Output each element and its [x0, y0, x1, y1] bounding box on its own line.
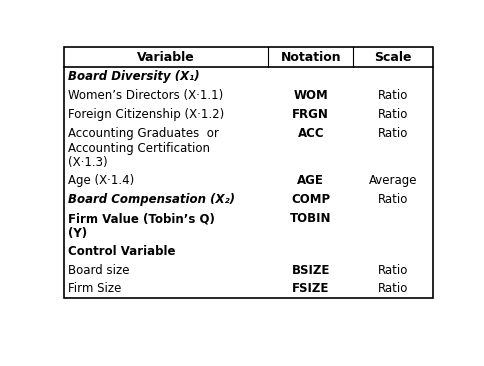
- Text: Scale: Scale: [374, 51, 411, 64]
- Text: WOM: WOM: [293, 89, 328, 102]
- Text: Control Variable: Control Variable: [68, 245, 176, 258]
- Text: COMP: COMP: [291, 193, 330, 206]
- Text: Accounting Certification: Accounting Certification: [68, 142, 210, 154]
- Text: Board Diversity (X₁): Board Diversity (X₁): [68, 70, 200, 83]
- Text: Ratio: Ratio: [378, 283, 408, 295]
- Text: Board size: Board size: [68, 264, 130, 277]
- Text: AGE: AGE: [297, 174, 324, 187]
- Text: Ratio: Ratio: [378, 127, 408, 140]
- Text: Firm Size: Firm Size: [68, 283, 121, 295]
- Text: ACC: ACC: [298, 127, 324, 140]
- Bar: [63, 47, 433, 298]
- Text: Variable: Variable: [137, 51, 195, 64]
- Text: Average: Average: [369, 174, 417, 187]
- Text: TOBIN: TOBIN: [290, 212, 332, 225]
- Text: Age (X·1.4): Age (X·1.4): [68, 174, 135, 187]
- Text: Foreign Citizenship (X·1.2): Foreign Citizenship (X·1.2): [68, 108, 225, 121]
- Text: Ratio: Ratio: [378, 264, 408, 277]
- Text: Ratio: Ratio: [378, 89, 408, 102]
- Text: Ratio: Ratio: [378, 108, 408, 121]
- Text: Women’s Directors (X·1.1): Women’s Directors (X·1.1): [68, 89, 224, 102]
- Text: FSIZE: FSIZE: [292, 283, 330, 295]
- Text: Accounting Graduates  or: Accounting Graduates or: [68, 127, 219, 140]
- Text: BSIZE: BSIZE: [291, 264, 330, 277]
- Text: FRGN: FRGN: [292, 108, 329, 121]
- Text: (X·1.3): (X·1.3): [68, 156, 108, 169]
- Text: (Y): (Y): [68, 227, 88, 240]
- Text: Firm Value (Tobin’s Q): Firm Value (Tobin’s Q): [68, 212, 215, 225]
- Text: Notation: Notation: [280, 51, 341, 64]
- Text: Ratio: Ratio: [378, 193, 408, 206]
- Text: Board Compensation (X₂): Board Compensation (X₂): [68, 193, 235, 206]
